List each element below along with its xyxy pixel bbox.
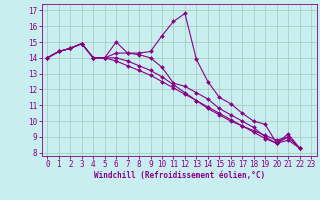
- X-axis label: Windchill (Refroidissement éolien,°C): Windchill (Refroidissement éolien,°C): [94, 171, 265, 180]
